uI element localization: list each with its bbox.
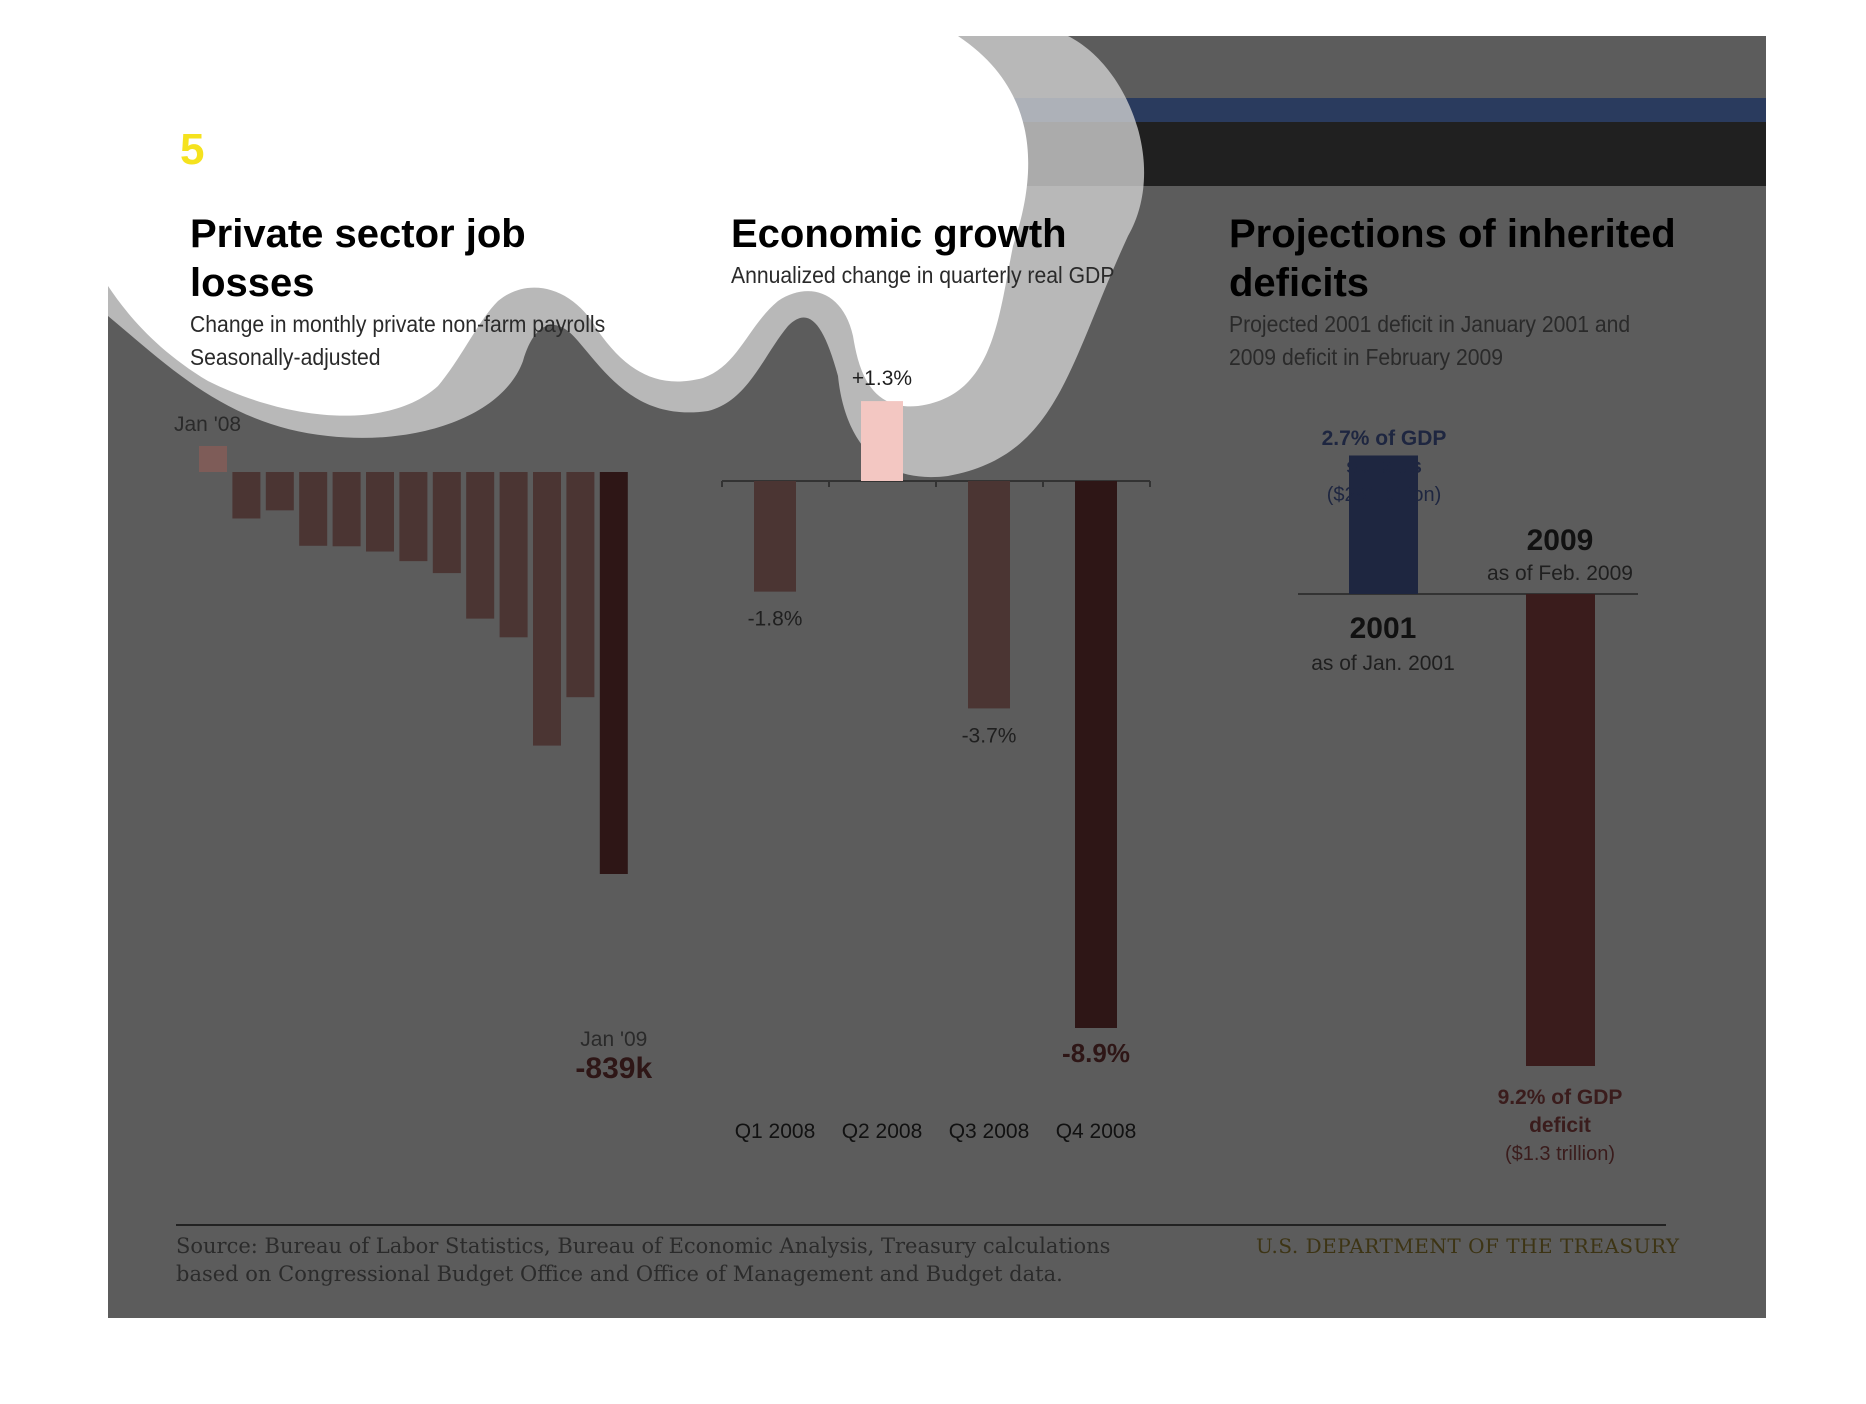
jobs-chart-subtitle-line2: Seasonally-adjusted <box>190 344 381 370</box>
department-name: U.S. DEPARTMENT OF THE TREASURY <box>1256 1234 1680 1258</box>
deficit-label-line3: ($1.3 trillion) <box>1505 1143 1615 1165</box>
jobs-bar-6 <box>366 472 394 552</box>
deficit-label-line1: 9.2% of GDP <box>1498 1086 1623 1109</box>
jobs-label-last: Jan '09 <box>580 1028 647 1051</box>
jobs-bar-5 <box>332 472 361 547</box>
jobs-bar-1 <box>199 446 227 472</box>
jobs-bar-11 <box>533 472 561 746</box>
gdp-category-label: Q3 2008 <box>949 1120 1030 1143</box>
surplus-label-line3: ($281 billion) <box>1327 484 1442 506</box>
section-label: Crisis Response <box>180 100 314 119</box>
page-title-text: The Inherited Crisis <box>218 124 666 175</box>
jobs-value-label-last: -839k <box>575 1052 652 1085</box>
deficits-bar-2001 <box>1349 455 1418 594</box>
surplus-label-line1: 2.7% of GDP <box>1322 427 1447 450</box>
jobs-bar-4 <box>299 472 328 546</box>
jobs-label-first: Jan '08 <box>174 413 241 436</box>
footer-rule <box>176 1224 1666 1226</box>
slide: Crisis Response 5 The Inherited Crisis Pr… <box>108 36 1766 1318</box>
deficits-chart-title: Projections of inherited deficits <box>1229 212 1676 305</box>
gdp-bar-q4-2008 <box>1075 481 1117 1028</box>
gdp-bar-q1-2008 <box>754 481 796 592</box>
gdp-category-label: Q1 2008 <box>735 1120 816 1143</box>
jobs-bar-12 <box>566 472 595 698</box>
jobs-bar-10 <box>499 472 528 638</box>
jobs-bar-8 <box>432 472 461 574</box>
jobs-bar-13 <box>599 472 628 874</box>
jobs-chart-subtitle-line1: Change in monthly private non-farm payro… <box>190 311 606 337</box>
gdp-value-label: +1.3% <box>852 367 912 390</box>
gdp-value-label: -3.7% <box>962 724 1017 747</box>
deficits-chart-subtitle: Projected 2001 deficit in January 2001 a… <box>1229 311 1631 370</box>
jobs-chart-title: Private sector job losses <box>190 212 526 305</box>
gdp-category-label: Q2 2008 <box>842 1120 923 1143</box>
page-title: 5 The Inherited Crisis <box>180 124 665 175</box>
gdp-bar-q2-2008 <box>861 401 903 481</box>
deficits-category-2001: 2001 <box>1350 612 1417 645</box>
deficits-category-2009-note: as of Feb. 2009 <box>1487 562 1633 585</box>
gdp-chart-title: Economic growth <box>731 212 1067 256</box>
gdp-category-label: Q4 2008 <box>1056 1120 1137 1143</box>
jobs-bar-2 <box>232 472 261 519</box>
jobs-bar-7 <box>399 472 428 562</box>
jobs-bar-9 <box>466 472 495 619</box>
page-number: 5 <box>180 125 205 174</box>
source-note: Source: Bureau of Labor Statistics, Bure… <box>176 1234 1111 1286</box>
gdp-chart-subtitle: Annualized change in quarterly real GDP <box>731 262 1115 288</box>
jobs-bar-3 <box>265 472 294 511</box>
deficits-category-2009: 2009 <box>1527 524 1594 557</box>
charts: Jan '08 Jan '09-839k -1.8% Q1 2008 +1.3% Q2 2… <box>174 367 1638 1165</box>
gdp-value-label: -8.9% <box>1062 1038 1130 1068</box>
surplus-label-line2: surplus <box>1346 455 1422 478</box>
gdp-bar-q3-2008 <box>968 481 1010 709</box>
deficits-bar-2009 <box>1526 594 1595 1066</box>
deficits-category-2001-note: as of Jan. 2001 <box>1311 652 1455 675</box>
deficit-label-line2: deficit <box>1529 1114 1591 1137</box>
gdp-value-label: -1.8% <box>748 608 803 631</box>
